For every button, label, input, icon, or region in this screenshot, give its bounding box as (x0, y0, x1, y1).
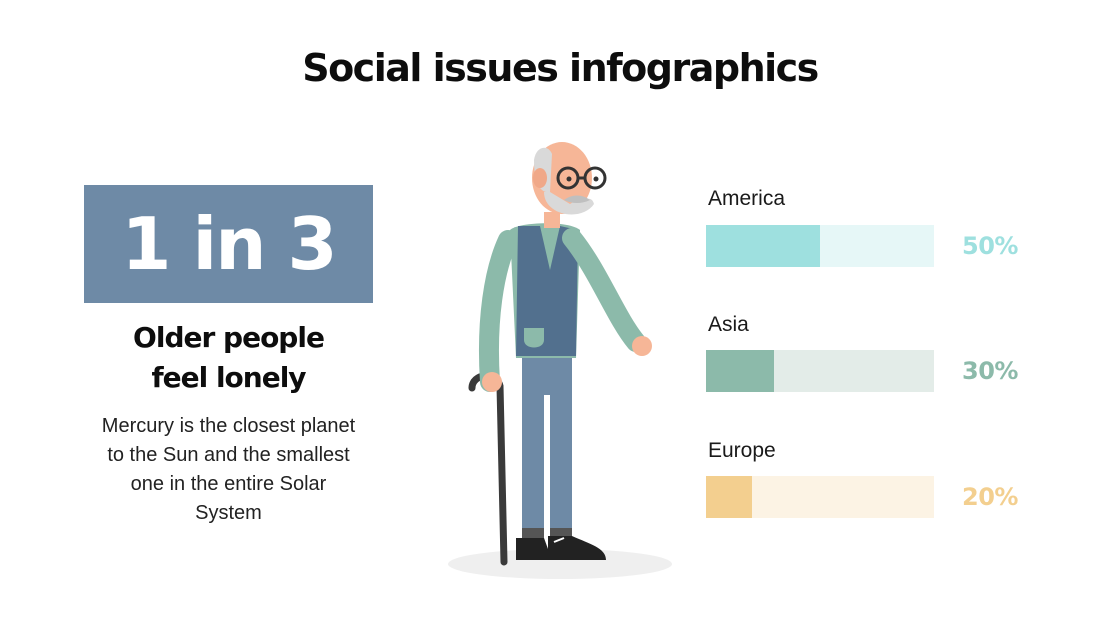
right-arm (562, 228, 646, 352)
left-hand (482, 372, 502, 392)
cane-icon (468, 372, 508, 566)
region-label-asia: Asia (708, 313, 749, 336)
elderly-man-icon (448, 142, 672, 579)
bar-fill-europe (706, 476, 752, 518)
right-hand (632, 336, 652, 356)
left-sock (522, 528, 544, 540)
bar-track-america (706, 225, 934, 267)
right-eye (593, 176, 599, 182)
bar-track-asia (706, 350, 934, 392)
stat-headline-line-2: feel lonely (151, 361, 306, 394)
right-shoe (548, 536, 606, 560)
beard (544, 192, 594, 215)
neck (544, 212, 560, 228)
region-label-europe: Europe (708, 439, 776, 462)
mustache (564, 195, 590, 203)
stat-headline: Older people feel lonely (84, 318, 373, 398)
bar-fill-america (706, 225, 820, 267)
stat-value: 1 in 3 (121, 202, 337, 286)
region-label-america: America (708, 187, 786, 210)
bar-value-label-europe: 20% (962, 483, 1018, 511)
shoe-lace (553, 537, 565, 543)
stat-headline-line-1: Older people (133, 321, 325, 354)
right-leg (550, 355, 572, 545)
stat-description: Mercury is the closest planet to the Sun… (101, 415, 356, 524)
bar-fill-asia (706, 350, 775, 392)
bar-track-europe (706, 476, 934, 518)
stat-box: 1 in 3 (84, 185, 373, 303)
elderly-man-illustration (440, 130, 680, 590)
left-shoe (516, 538, 552, 560)
page-title: Social issues infographics (302, 46, 819, 90)
vest (516, 226, 578, 356)
bar-value-label-asia: 30% (962, 357, 1018, 385)
left-eye (566, 176, 572, 182)
bar-value-label-america: 50% (962, 232, 1018, 260)
vest-pocket (524, 328, 544, 348)
left-leg (522, 355, 544, 545)
ear (533, 168, 547, 188)
left-arm (478, 230, 518, 392)
hips (522, 355, 572, 395)
